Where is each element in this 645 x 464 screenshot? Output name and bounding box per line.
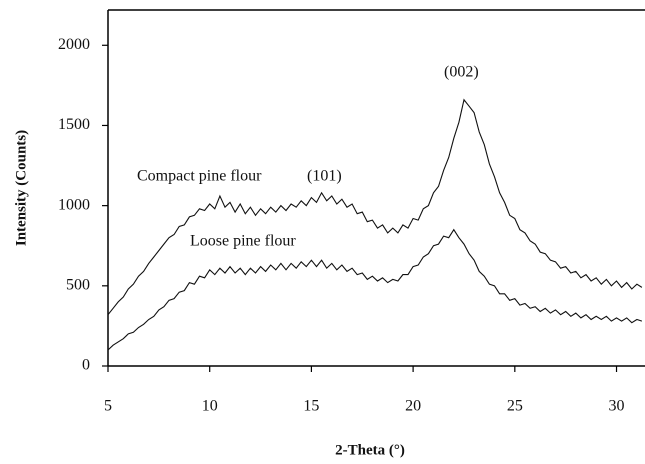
x-tick-label: 30 (609, 398, 625, 415)
x-tick-label: 10 (202, 398, 218, 415)
annotation: (101) (307, 168, 342, 185)
plot-frame (107, 9, 645, 367)
x-tick-label: 15 (303, 398, 319, 415)
x-tick-label: 5 (104, 398, 112, 415)
data-line (107, 228, 643, 351)
annotation: (002) (444, 64, 479, 81)
series-label: Compact pine flour (137, 168, 262, 185)
x-axis-label: 2-Theta (°) (335, 442, 405, 458)
data-line (107, 98, 643, 316)
y-tick-label: 1000 (58, 196, 90, 213)
x-tick-label: 20 (405, 398, 421, 415)
y-tick-label: 1500 (58, 116, 90, 133)
y-axis-label: Intensity (Counts) (13, 130, 29, 246)
y-tick-label: 2000 (58, 36, 90, 53)
y-tick-label: 0 (82, 357, 90, 374)
x-tick-label: 25 (507, 398, 523, 415)
y-tick-label: 500 (66, 276, 90, 293)
series-label: Loose pine flour (190, 233, 296, 250)
